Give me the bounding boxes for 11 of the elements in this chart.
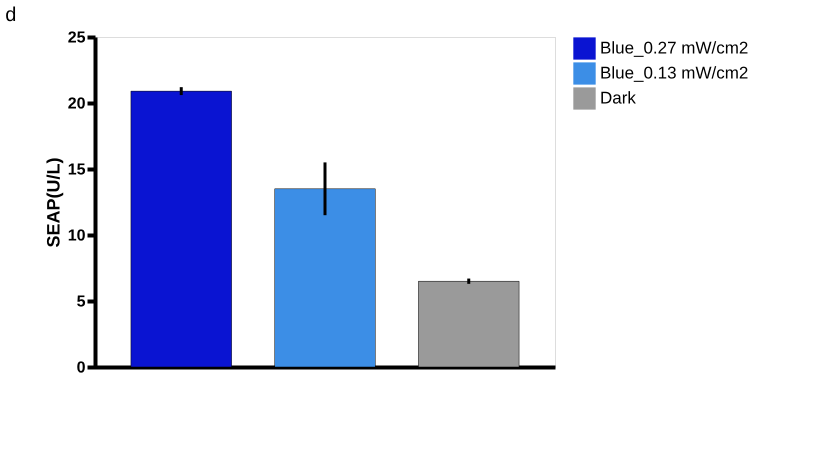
chart-title: d (5, 4, 16, 26)
legend-label: Blue_0.13 mW/cm2 (600, 64, 748, 82)
y-tick-label: 5 (76, 294, 86, 310)
legend-label: Blue_0.27 mW/cm2 (600, 38, 748, 58)
y-tick-label: 0 (76, 360, 86, 376)
legend-label: Dark (600, 88, 636, 108)
y-tick-label: 10 (68, 228, 86, 244)
y-tick-label: 15 (68, 162, 86, 178)
y-tick-label: 25 (68, 30, 86, 46)
y-tick-label: 20 (68, 96, 86, 112)
y-axis-title: SEAP(U/L) (44, 157, 64, 248)
